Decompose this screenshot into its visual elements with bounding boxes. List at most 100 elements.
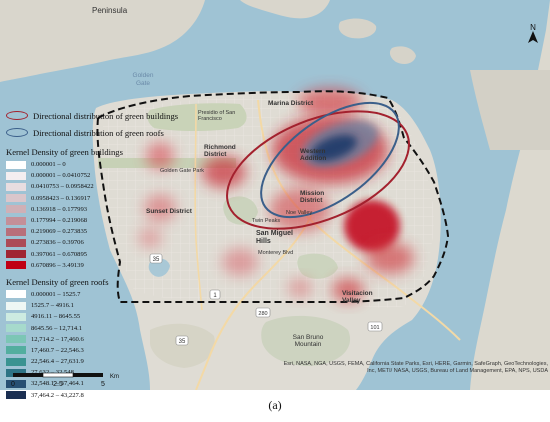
label-peninsula: Peninsula (92, 6, 128, 15)
scale-tick-2: 5 (101, 381, 105, 388)
treasure-island (389, 46, 416, 64)
sf-boundary (96, 90, 450, 304)
roofs-class-row: 4916.11 – 8645.55 (6, 311, 211, 322)
buildings-class-row: 0.136918 – 0.177993 (6, 204, 211, 215)
label-twin-peaks: Twin Peaks (252, 218, 281, 224)
label-golden-gate: Golden Gate (132, 72, 154, 87)
map-attribution: Esri, NASA, NGA, USGS, FEMA, California … (283, 361, 548, 374)
buildings-class-swatch (6, 227, 26, 236)
route-shield-280: 280 (255, 307, 271, 318)
roofs-class-row: 12,714.2 – 17,460.6 (6, 334, 211, 345)
kd-hotspot-richmond (202, 156, 246, 188)
roofs-class-swatch (6, 391, 26, 400)
roofs-class-swatch (6, 357, 26, 366)
label-monterey-blvd: Monterey Blvd (258, 250, 294, 256)
ellipse-buildings-swatch (6, 111, 28, 120)
label-visitacion-valley: Visitacion Valley (342, 290, 373, 304)
roofs-class-swatch (6, 290, 26, 299)
roofs-class-swatch (6, 346, 26, 355)
highway-101 (257, 99, 461, 341)
label-golden-gate-park: Golden Gate Park (160, 168, 205, 174)
kd-hotspot-marina (298, 88, 362, 116)
buildings-class-label: 0.670896 – 3.49139 (31, 261, 84, 269)
buildings-class-swatch (6, 238, 26, 247)
legend-ellipse-roofs: Directional distribution of green roofs (6, 124, 211, 141)
roofs-class-swatch (6, 324, 26, 333)
roofs-class-row: 37,464.2 – 43,227.8 (6, 390, 211, 401)
scale-unit: Km (110, 374, 119, 380)
route-shield-101: 101 (367, 321, 383, 332)
label-noe-valley: Noe Valley (286, 210, 313, 216)
label-richmond: Richmond District (204, 144, 236, 158)
label-san-miguel-hills: San Miguel Hills (256, 230, 293, 245)
buildings-class-label: 0.273836 – 0.39706 (31, 239, 84, 247)
roofs-class-row: 17,460.7 – 22,546.3 (6, 345, 211, 356)
kd-hotspot-potrero (344, 200, 400, 252)
buildings-class-label: 0.136918 – 0.177993 (31, 205, 88, 213)
buildings-class-swatch (6, 194, 26, 203)
route-shield-1: 1 (209, 289, 221, 300)
presidio-park (147, 103, 247, 131)
buildings-class-label: 0.000001 – 0.0410752 (31, 172, 91, 180)
ellipse-green-roofs (260, 101, 400, 219)
scale-tick-1: 2.5 (53, 381, 63, 388)
buildings-class-label: 0.397061 – 0.670895 (31, 250, 88, 258)
route-shield-35: 35 (149, 253, 163, 264)
legend-ellipse-buildings-label: Directional distribution of green buildi… (33, 110, 179, 121)
buildings-class-row: 0.670896 – 3.49139 (6, 260, 211, 271)
tiburon-land (240, 0, 330, 19)
label-sunset: Sunset District (146, 208, 192, 215)
buildings-class-swatch (6, 216, 26, 225)
buildings-class-swatch (6, 261, 26, 270)
daly-city-hills (150, 323, 215, 368)
roofs-class-label: 1525.7 – 4916.1 (31, 302, 74, 310)
east-bay-land (470, 0, 550, 390)
kd-hotspot-excelsior (288, 278, 312, 298)
kd-hotspot-richmond-west (146, 142, 174, 170)
kd-hotspot-visitacion (332, 278, 364, 302)
buildings-class-swatch (6, 205, 26, 214)
roofs-class-label: 8645.56 – 12,714.1 (31, 324, 83, 332)
buildings-class-label: 0.0958423 – 0.136917 (31, 194, 91, 202)
highway-1 (194, 103, 203, 311)
route-label-101: 101 (370, 325, 379, 331)
roofs-class-label: 17,460.7 – 22,546.3 (31, 346, 84, 354)
roofs-class-row: 22,546.4 – 27,631.9 (6, 356, 211, 367)
kd-hotspot-sunset (144, 194, 176, 222)
angel-island (338, 18, 377, 39)
roofs-class-swatch (6, 379, 26, 388)
roofs-class-swatch (6, 301, 26, 310)
buildings-class-row: 0.0958423 – 0.136917 (6, 193, 211, 204)
ellipse-green-buildings (226, 110, 410, 230)
kd-hotspot-bayview (366, 242, 414, 274)
kd-hotspot-south (222, 248, 258, 276)
roofs-class-label: 22,546.4 – 27,631.9 (31, 358, 84, 366)
buildings-class-row: 0.0410753 – 0.0958422 (6, 181, 211, 192)
map-legend: Directional distribution of green buildi… (6, 107, 211, 401)
label-western-addition: Western Addition (300, 148, 327, 162)
buildings-class-row: 0.397061 – 0.670895 (6, 249, 211, 260)
san-bruno-mountain (261, 315, 351, 366)
roofs-class-row: 1525.7 – 4916.1 (6, 300, 211, 311)
buildings-class-label: 0.0410753 – 0.0958422 (31, 183, 94, 191)
route-shield-35-south: 35 (175, 335, 189, 346)
roofs-class-row: 0.000001 – 1525.7 (6, 289, 211, 300)
ellipse-roofs-swatch (6, 128, 28, 137)
buildings-class-row: 0.177994 – 0.219068 (6, 215, 211, 226)
roofs-class-row: 32,548.1 – 37,464.1 (6, 378, 211, 389)
route-label-1: 1 (213, 293, 217, 299)
route-label-35: 35 (153, 257, 160, 263)
buildings-class-row: 0.000001 – 0 (6, 159, 211, 170)
roofs-class-label: 37,464.2 – 43,227.8 (31, 391, 84, 399)
buildings-class-swatch (6, 160, 26, 169)
route-label-35-south: 35 (179, 339, 186, 345)
buildings-class-label: 0.219069 – 0.273835 (31, 228, 88, 236)
roofs-class-label: 0.000001 – 1525.7 (31, 290, 81, 298)
buildings-class-row: 0.273836 – 0.39706 (6, 237, 211, 248)
mclaren-park (297, 253, 338, 279)
legend-ellipse-buildings: Directional distribution of green buildi… (6, 107, 211, 124)
buildings-class-swatch (6, 171, 26, 180)
buildings-class-label: 0.000001 – 0 (31, 161, 66, 169)
buildings-class-label: 0.177994 – 0.219068 (31, 217, 88, 225)
roof-hotspot-core (311, 134, 357, 162)
